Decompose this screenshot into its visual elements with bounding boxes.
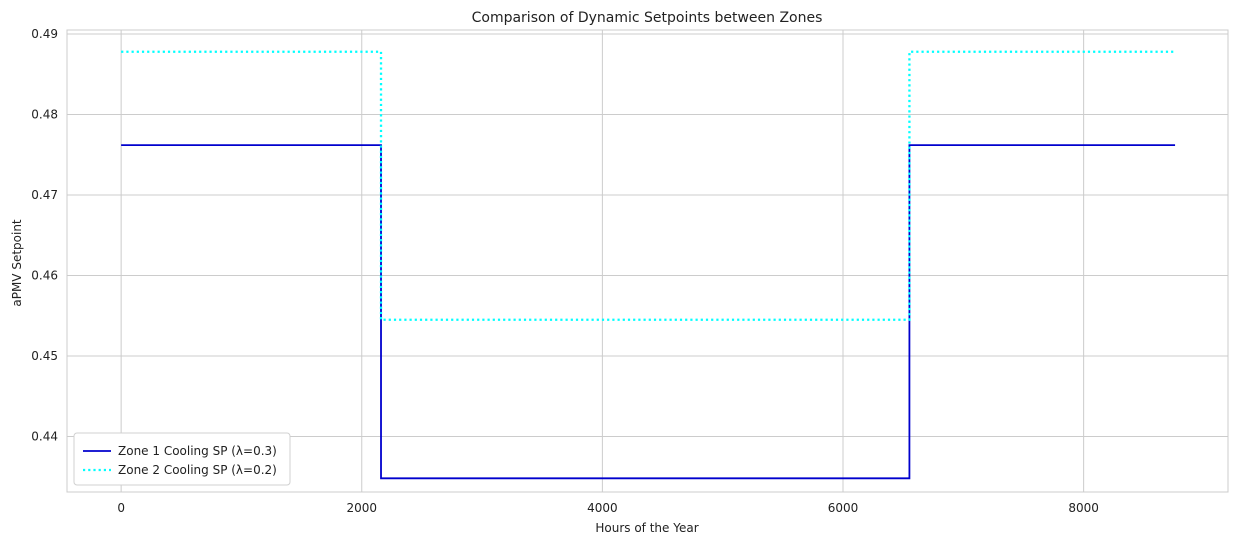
y-tick-label: 0.48: [31, 108, 58, 122]
series-line-zone-2: [121, 50, 1176, 321]
legend-box: [73, 432, 291, 486]
y-tick-label: 0.49: [31, 27, 58, 41]
series-layer: [121, 50, 1176, 480]
x-tick-label: 8000: [1068, 501, 1099, 515]
x-axis-label: Hours of the Year: [595, 521, 698, 535]
legend-label-zone-1: Zone 1 Cooling SP (λ=0.3): [118, 444, 277, 458]
x-tick-label: 2000: [346, 501, 377, 515]
chart-title: Comparison of Dynamic Setpoints between …: [472, 10, 823, 26]
y-tick-label: 0.44: [31, 429, 58, 443]
plot-area: [66, 29, 1229, 493]
y-tick-label: 0.47: [31, 188, 58, 202]
x-tick-label: 4000: [587, 501, 618, 515]
y-tick-label: 0.45: [31, 349, 58, 363]
x-tick-label: 6000: [828, 501, 859, 515]
series-line-zone-1: [121, 144, 1176, 480]
ticks: 0 2000 4000 6000 8000 0.44 0.45 0.46 0.47 0.48 0.4…: [31, 27, 1099, 515]
x-tick-label: 0: [117, 501, 125, 515]
legend: Zone 1 Cooling SP (λ=0.3) Zone 2 Cooling…: [73, 432, 291, 486]
legend-label-zone-2: Zone 2 Cooling SP (λ=0.2): [118, 463, 277, 477]
y-tick-label: 0.46: [31, 268, 58, 282]
y-axis-label: aPMV Setpoint: [10, 219, 24, 307]
